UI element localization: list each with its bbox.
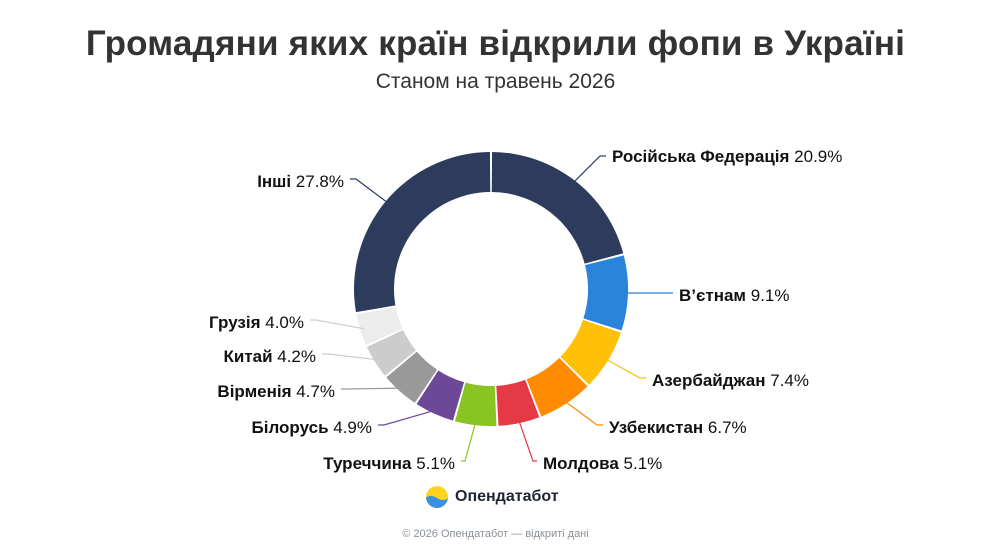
chart-subtitle: Станом на травень 2026	[375, 70, 616, 93]
donut-slices	[354, 152, 629, 427]
donut-slice-грузія	[356, 306, 403, 346]
donut-slice-в-єтнам	[583, 255, 629, 331]
slice-label-туреччина: Туреччина 5.1%	[323, 454, 455, 473]
slice-label-value: 4.0%	[265, 313, 304, 332]
leader-line-туреччина	[461, 420, 477, 462]
slice-label-value: 6.7%	[708, 418, 747, 437]
slice-label-value: 4.9%	[333, 418, 372, 437]
slice-label-name: В’єтнам	[679, 286, 751, 305]
slice-label-білорусь: Білорусь 4.9%	[252, 418, 372, 437]
slice-label-азербайджан: Азербайджан 7.4%	[652, 371, 809, 390]
slice-label-value: 5.1%	[624, 454, 663, 473]
slice-label-молдова: Молдова 5.1%	[543, 454, 662, 473]
slice-label-name: Білорусь	[252, 418, 334, 437]
donut-slice-китай	[366, 330, 416, 376]
brand-name: Опендатабот	[455, 488, 559, 505]
leader-line-вірменія	[341, 387, 403, 390]
chart-title: Громадяни яких країн відкрили фопи в Укр…	[85, 24, 906, 63]
leader-line-російська-федерація	[571, 155, 606, 185]
donut-slice-азербайджан	[560, 319, 621, 385]
slice-label-вірменія: Вірменія 4.7%	[217, 382, 335, 401]
donut-slice-молдова	[496, 379, 540, 426]
slice-label-name: Молдова	[543, 454, 624, 473]
leader-lines	[310, 155, 673, 462]
slice-label-російська-федерація: Російська Федерація 20.9%	[612, 147, 842, 166]
slice-label-name: Китай	[223, 347, 277, 366]
slice-label-value: 4.7%	[296, 382, 335, 401]
leader-line-молдова	[517, 418, 537, 462]
leader-line-інші	[350, 178, 390, 205]
slice-label-name: Російська Федерація	[612, 147, 794, 166]
slice-label-value: 4.2%	[277, 347, 316, 366]
footer-copyright: © 2026 Опендатабот — відкриті дані	[402, 528, 589, 540]
donut-slice-білорусь	[416, 370, 465, 421]
slice-label-value: 7.4%	[770, 371, 809, 390]
sun-wave-logo-icon	[426, 486, 448, 508]
slice-label-value: 27.8%	[296, 172, 344, 191]
leader-line-азербайджан	[604, 357, 646, 379]
slice-label-name: Узбекистан	[609, 418, 708, 437]
slice-label-китай: Китай 4.2%	[223, 347, 316, 366]
donut-slice-інші	[354, 152, 491, 313]
donut-slice-узбекистан	[526, 357, 588, 417]
slice-label-name: Азербайджан	[652, 371, 770, 390]
leader-line-білорусь	[378, 409, 437, 426]
donut-slice-російська-федерація	[491, 152, 624, 264]
slice-label-name: Грузія	[209, 313, 265, 332]
slice-label-name: Вірменія	[217, 382, 296, 401]
slice-label-інші: Інші 27.8%	[257, 172, 344, 191]
slice-label-value: 5.1%	[416, 454, 455, 473]
slice-labels: Російська Федерація 20.9% В’єтнам 9.1% Азе…	[209, 147, 842, 473]
donut-slice-туреччина	[455, 382, 497, 427]
leader-line-грузія	[310, 319, 365, 330]
brand: Опендатабот	[425, 483, 559, 511]
slice-label-value: 9.1%	[751, 286, 790, 305]
slice-label-узбекистан: Узбекистан 6.7%	[609, 418, 747, 437]
donut-slice-вірменія	[386, 351, 438, 403]
slice-label-грузія: Грузія 4.0%	[209, 313, 304, 332]
slice-label-name: Туреччина	[323, 454, 416, 473]
leader-line-китай	[322, 353, 379, 361]
leader-line-узбекистан	[563, 399, 603, 426]
slice-label-name: Інші	[257, 172, 296, 191]
slice-label-в-єтнам: В’єтнам 9.1%	[679, 286, 790, 305]
slice-label-value: 20.9%	[794, 147, 842, 166]
